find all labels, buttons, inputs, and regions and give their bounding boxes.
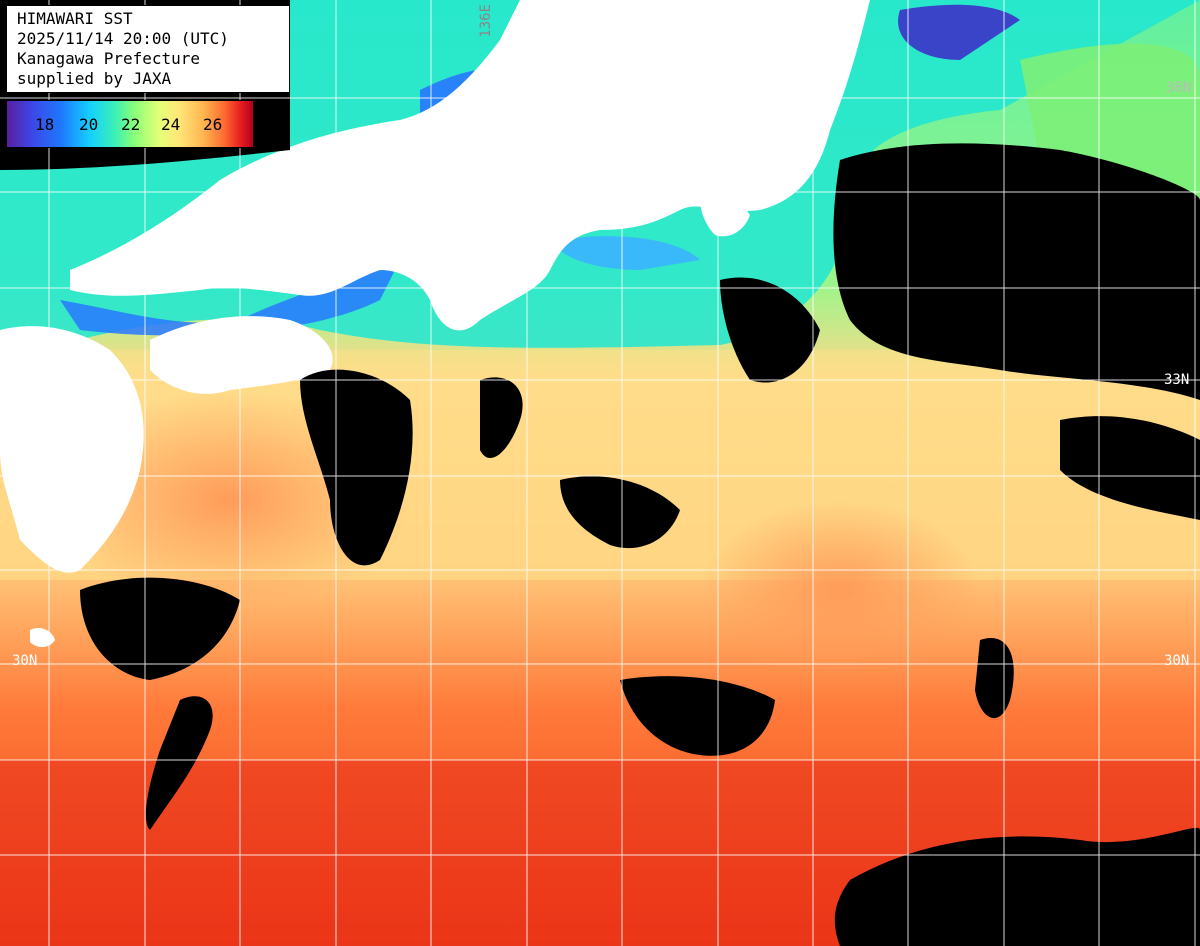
cloud-mass xyxy=(300,369,413,566)
land-kyushu xyxy=(0,326,144,573)
land-izu xyxy=(700,195,750,237)
lon-label-136e: 136E xyxy=(478,4,494,38)
land-shikoku xyxy=(150,316,333,394)
cloud-mass xyxy=(834,827,1200,946)
legend-tick: 20 xyxy=(79,115,99,134)
info-box: HIMAWARI SST 2025/11/14 20:00 (UTC) Kana… xyxy=(6,5,290,93)
cloud-mass xyxy=(720,277,820,383)
product-title: HIMAWARI SST xyxy=(17,9,133,28)
cold-blue-water xyxy=(560,236,700,270)
legend-tick: 26 xyxy=(203,115,223,134)
lat-label-33-left: 33 xyxy=(10,372,27,388)
cloud-mass xyxy=(80,577,240,680)
cloud-mass xyxy=(560,476,680,549)
lat-label-36n-right: 36N xyxy=(1166,80,1192,96)
cloud-mass xyxy=(833,143,1200,400)
lat-label-30n-right: 30N xyxy=(1164,653,1190,669)
lat-label-33n-right: 33N xyxy=(1164,372,1190,388)
cloud-mass xyxy=(620,676,775,756)
cloud-mass xyxy=(1060,416,1200,520)
warm-eddy xyxy=(700,500,980,680)
cloud-mass xyxy=(145,696,213,830)
legend-tick: 18 xyxy=(35,115,55,134)
cloud-mass xyxy=(480,377,523,459)
cold-purple-water xyxy=(898,4,1020,60)
data-credit: supplied by JAXA xyxy=(17,69,172,88)
temperature-legend: 18 20 22 24 26 xyxy=(6,100,254,148)
legend-tick: 24 xyxy=(161,115,181,134)
region-name: Kanagawa Prefecture xyxy=(17,49,201,68)
timestamp: 2025/11/14 20:00 (UTC) xyxy=(17,29,229,48)
legend-tick: 22 xyxy=(121,115,141,134)
lat-label-30n-left: 30N xyxy=(12,653,38,669)
land-honshu xyxy=(70,0,870,331)
